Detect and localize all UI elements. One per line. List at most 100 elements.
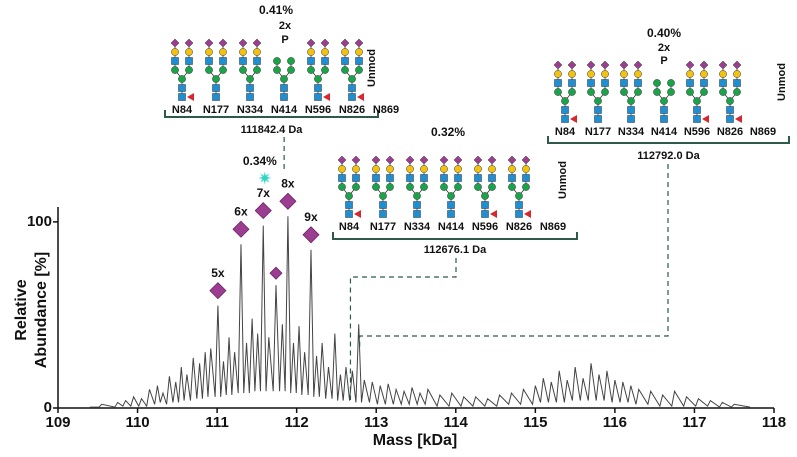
glcnac (686, 79, 694, 87)
sialic-acid (218, 38, 228, 48)
percent-label: 0.41% (259, 3, 293, 17)
glcnac (386, 174, 394, 182)
hexose (386, 165, 394, 173)
hexose (307, 66, 315, 74)
hexose (413, 192, 421, 200)
glcnac (379, 201, 387, 209)
hexose (219, 48, 227, 56)
sialic-acid (453, 155, 463, 165)
hexose (372, 165, 380, 173)
hexose (454, 165, 462, 173)
x-tick-label: 109 (45, 414, 70, 431)
hexose (440, 165, 448, 173)
site-label: N596 (472, 221, 498, 233)
hexose (587, 88, 595, 96)
sialic-acid (238, 38, 248, 48)
hexose (594, 97, 602, 105)
hexose (185, 48, 193, 56)
glcnac (171, 57, 179, 65)
peak-label: 6x (234, 204, 248, 218)
hexose (719, 88, 727, 96)
x-tick-label: 114 (444, 414, 469, 431)
glcnac (660, 106, 668, 114)
hexose (601, 70, 609, 78)
glcnac (413, 210, 421, 218)
sialic-acid (252, 38, 262, 48)
hexose (554, 88, 562, 96)
glcnac (594, 115, 602, 123)
glcnac (205, 57, 213, 65)
star-label: 0.34% (243, 154, 277, 168)
glycan-icon (653, 79, 675, 123)
glcnac (481, 210, 489, 218)
glycan-icon (273, 57, 295, 101)
hexose (686, 88, 694, 96)
y-axis-label: Abundance [%] (33, 252, 50, 368)
glcnac (634, 79, 642, 87)
glcnac (355, 57, 363, 65)
glcnac (178, 93, 186, 101)
glcnac (307, 57, 315, 65)
hexose (352, 165, 360, 173)
hexose (345, 192, 353, 200)
site-label: N84 (339, 221, 360, 233)
hexose (522, 183, 530, 191)
site-label: N826 (717, 126, 743, 138)
glcnac (185, 57, 193, 65)
hexose (693, 97, 701, 105)
glcnac (314, 84, 322, 92)
percent-label: 0.40% (647, 26, 681, 40)
site-label: N869 (540, 221, 566, 233)
glycan-icon (306, 38, 330, 101)
hexose (379, 192, 387, 200)
glcnac (321, 57, 329, 65)
hexose (321, 48, 329, 56)
glcnac (447, 210, 455, 218)
site-label: N84 (172, 104, 193, 116)
peak-diamond (269, 266, 283, 280)
fucose (354, 210, 361, 218)
hexose (488, 165, 496, 173)
hexose (700, 70, 708, 78)
sialic-acid (473, 155, 483, 165)
hexose (733, 70, 741, 78)
glcnac (212, 84, 220, 92)
hexose (314, 75, 322, 83)
glcnac (280, 93, 288, 101)
spectrum-line (89, 216, 751, 408)
glcnac (314, 93, 322, 101)
glcnac (454, 174, 462, 182)
hexose (355, 66, 363, 74)
glycan-icon (553, 60, 577, 123)
sialic-acid (718, 60, 728, 70)
hexose (338, 183, 346, 191)
site-label: N177 (585, 126, 611, 138)
hexose (454, 183, 462, 191)
sialic-acid (371, 155, 381, 165)
sialic-acid (439, 155, 449, 165)
y-tick-label: 0 (44, 399, 52, 416)
x-tick-label: 113 (364, 414, 388, 431)
site-label: N869 (373, 104, 399, 116)
x-tick-label: 110 (125, 414, 149, 431)
fucose (524, 210, 531, 218)
glcnac (212, 93, 220, 101)
percent-label: 0.32% (431, 125, 465, 139)
glcnac (413, 201, 421, 209)
hexose (348, 75, 356, 83)
fucose (702, 115, 709, 123)
mass-label: 112676.1 Da (424, 244, 487, 256)
glcnac (352, 174, 360, 182)
sialic-acid (732, 60, 742, 70)
sialic-acid (351, 155, 361, 165)
hexose (568, 70, 576, 78)
glcnac (488, 174, 496, 182)
glcnac (561, 115, 569, 123)
hexose (508, 183, 516, 191)
sialic-acid (567, 60, 577, 70)
glycan-icon (170, 38, 194, 101)
connector (359, 164, 669, 348)
x-tick-label: 115 (523, 414, 547, 431)
site-label: N334 (404, 221, 431, 233)
site-label: N414 (271, 104, 298, 116)
